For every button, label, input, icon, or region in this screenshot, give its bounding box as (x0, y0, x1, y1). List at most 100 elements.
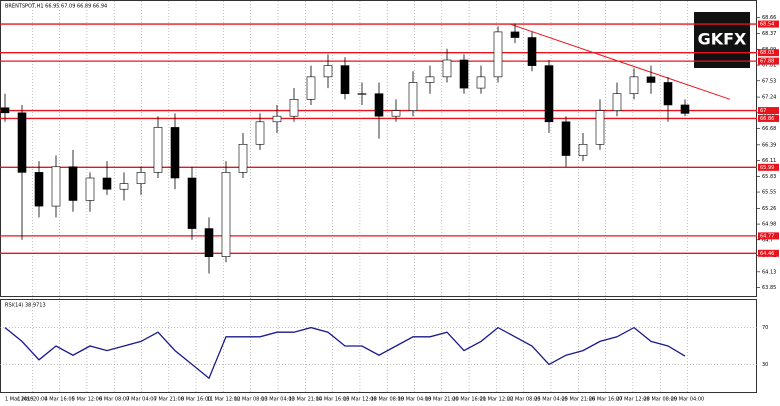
y-tick-label: 66.39 (762, 142, 776, 148)
level-tag (758, 249, 779, 257)
y-tick-label: 68.66 (762, 15, 776, 21)
candle-body (306, 76, 316, 100)
candle-body (17, 112, 27, 173)
candle-body (425, 76, 435, 83)
candle-body (510, 31, 520, 38)
candle-body (476, 76, 486, 89)
candle-body (323, 65, 333, 78)
candle-body (170, 127, 180, 179)
candle-body (272, 115, 282, 123)
candle-body (357, 93, 367, 95)
x-tick-label: 14 Mar 16:00 (316, 397, 349, 403)
rsi-title: RSI(14) 38.9713 (5, 303, 46, 309)
level-tag (758, 114, 779, 122)
y-tick-label: 64.13 (762, 269, 776, 275)
candle-body (612, 93, 622, 111)
y-tick-label: 67.24 (762, 95, 776, 101)
x-tick-label: 20 Mar 16:00 (452, 397, 485, 403)
candle-body (527, 37, 537, 66)
x-tick-label: 25 Mar 04:00 (534, 397, 567, 403)
candle-body (629, 76, 639, 95)
rsi-pane (0, 299, 757, 393)
candle-body (204, 228, 214, 257)
candle-body (102, 177, 112, 190)
y-tick-label: 65.26 (762, 206, 776, 212)
x-tick-label: 19 Mar 21:00 (425, 397, 458, 403)
rsi-tick-label: 70 (762, 325, 768, 331)
level-tag (758, 49, 779, 57)
candle-body (238, 143, 248, 173)
candle-body (0, 107, 10, 114)
x-tick-label: 6 Mar 08:00 (99, 397, 129, 403)
candle-body (391, 110, 401, 117)
x-tick-label: 21 Mar 12:00 (480, 397, 513, 403)
x-tick-label: 26 Mar 16:00 (589, 397, 622, 403)
chart-title: BRENTSPOT,H1 66.95 67.09 66.89 66.94 (5, 4, 107, 10)
logo-box (694, 12, 750, 68)
candle-body (68, 166, 78, 201)
candle-body (340, 65, 350, 95)
x-tick-label: 15 Mar 12:00 (343, 397, 376, 403)
level-label: 66.86 (760, 116, 774, 122)
x-tick-label: 11 Mar 12:00 (207, 397, 240, 403)
candle-body (374, 93, 384, 117)
x-tick-label: 19 Mar 04:00 (398, 397, 431, 403)
candle-body (646, 76, 656, 83)
candle-body (459, 59, 469, 89)
candle-body (187, 177, 197, 229)
x-tick-label: 1 Mar 20:00 (17, 397, 47, 403)
trendline (509, 23, 731, 100)
level-label: 68.54 (760, 22, 774, 28)
y-tick-label: 66.68 (762, 126, 776, 132)
level-tag (758, 163, 779, 171)
y-tick-label: 64.98 (762, 222, 776, 228)
candle-body (221, 172, 231, 257)
x-tick-label: 4 Mar 16:00 (44, 397, 74, 403)
x-tick-label: 1 Mar 2019 (5, 397, 34, 403)
y-tick-label: 64.7 (762, 237, 773, 243)
x-tick-label: 22 Mar 08:00 (507, 397, 540, 403)
level-tag (758, 57, 779, 65)
candle-body (153, 127, 163, 173)
candle-body (544, 65, 554, 123)
rsi-tick-label: 30 (762, 362, 768, 368)
candle-body (680, 104, 690, 114)
level-tag (758, 107, 779, 115)
y-tick-label: 68.37 (762, 31, 776, 37)
candle-body (442, 59, 452, 78)
candle-body (663, 82, 673, 106)
x-tick-label: 7 Mar 21:00 (154, 397, 184, 403)
candle-body (34, 172, 44, 207)
level-label: 68.03 (760, 50, 774, 56)
y-tick-label: 66.11 (762, 158, 776, 164)
candle-body (493, 31, 503, 78)
y-tick-label: 67.53 (762, 78, 776, 84)
level-label: 64.46 (760, 251, 774, 257)
x-tick-label: 7 Mar 04:00 (126, 397, 156, 403)
candle-body (578, 143, 588, 156)
level-tag (758, 20, 779, 28)
candle-body (595, 110, 605, 145)
level-label: 65.99 (760, 165, 774, 171)
x-tick-label: 25 Mar 21:00 (562, 397, 595, 403)
y-tick-label: 63.85 (762, 285, 776, 291)
rsi-line (4, 326, 686, 380)
candle-body (85, 177, 95, 201)
x-tick-label: 13 Mar 04:00 (261, 397, 294, 403)
y-tick-label: 65.55 (762, 190, 776, 196)
x-tick-label: 18 Mar 08:00 (371, 397, 404, 403)
x-tick-label: 12 Mar 08:00 (234, 397, 267, 403)
x-tick-label: 28 Mar 08:00 (644, 397, 677, 403)
level-label: 67 (760, 108, 766, 114)
candle-body (136, 172, 146, 184)
candle-body (289, 99, 299, 117)
y-tick-label: 65.83 (762, 174, 776, 180)
y-tick-label: 67.81 (762, 63, 776, 69)
x-tick-label: 8 Mar 16:00 (181, 397, 211, 403)
price-pane (0, 0, 757, 297)
candle-body (51, 166, 61, 207)
level-label: 67.88 (760, 59, 774, 65)
level-tag (758, 232, 779, 240)
candle-body (561, 121, 571, 156)
